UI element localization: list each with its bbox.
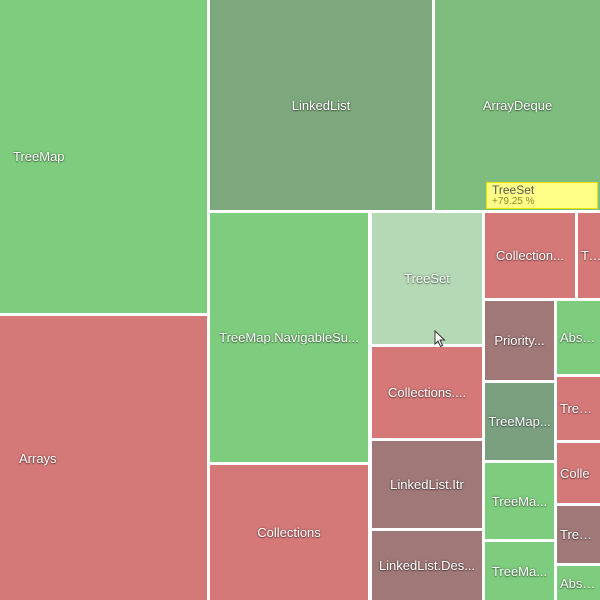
tile-collection-top[interactable]: Collection...: [485, 213, 575, 298]
tile-linkedlist[interactable]: LinkedList: [210, 0, 432, 210]
tile-treema-1[interactable]: TreeMa...: [485, 463, 554, 539]
tile-label: TreeMap: [13, 149, 65, 164]
tile-label: LinkedList: [291, 97, 351, 113]
tile-linkedlist-itr[interactable]: LinkedList.Itr: [372, 441, 482, 528]
tile-label: Abstra: [560, 330, 598, 345]
tile-label: ArrayDeque: [482, 97, 553, 113]
tile-label: LinkedList.Des...: [378, 558, 476, 573]
tile-label: Collections....: [387, 385, 467, 400]
tile-treeset[interactable]: TreeSet: [372, 213, 482, 344]
tile-label: Colle: [560, 465, 590, 481]
tile-label: Tre: [581, 248, 600, 263]
tile-treema-2[interactable]: TreeMa...: [485, 542, 554, 600]
tile-label: TreeMap.NavigableSu...: [219, 330, 359, 345]
tile-treemap-navigablesubmap[interactable]: TreeMap.NavigableSu...: [210, 213, 368, 462]
tile-tre-top[interactable]: Tre: [578, 213, 600, 298]
tile-label: TreeMa...: [491, 563, 548, 579]
tile-colle-side[interactable]: Colle: [557, 443, 600, 503]
tooltip: TreeSet +79.25 %: [486, 182, 598, 209]
tooltip-value: +79.25 %: [492, 196, 535, 207]
tile-arrays[interactable]: Arrays: [0, 316, 207, 600]
tile-priority[interactable]: Priority...: [485, 301, 554, 380]
tile-abstra-1[interactable]: Abstra: [557, 301, 600, 374]
tile-collections[interactable]: Collections: [210, 465, 368, 600]
tile-label: Abstra: [560, 575, 598, 591]
tile-label: TreeMap...: [488, 414, 551, 429]
tile-label: Collection...: [496, 248, 564, 263]
tile-treem-side-2[interactable]: TreeM: [557, 506, 600, 563]
tile-label: LinkedList.Itr: [390, 477, 464, 492]
tile-collections-2[interactable]: Collections....: [372, 347, 482, 438]
tile-label: Arrays: [19, 450, 57, 466]
tile-label: Collections: [257, 525, 321, 540]
tile-treemap-small-1[interactable]: TreeMap...: [485, 383, 554, 460]
tile-label: Priority...: [494, 333, 545, 348]
tile-treem-side-1[interactable]: TreeM: [557, 377, 600, 440]
tile-abstra-2[interactable]: Abstra: [557, 566, 600, 600]
tile-label: TreeMa...: [491, 493, 548, 509]
tile-label: TreeM: [560, 401, 598, 416]
tile-linkedlist-descendingiterator[interactable]: LinkedList.Des...: [372, 531, 482, 600]
tooltip-title: TreeSet: [492, 183, 535, 197]
tile-treemap[interactable]: TreeMap: [0, 0, 207, 313]
tile-label: TreeSet: [404, 271, 450, 286]
tile-arraydeque[interactable]: ArrayDeque: [435, 0, 600, 210]
tile-label: TreeM: [560, 527, 598, 542]
